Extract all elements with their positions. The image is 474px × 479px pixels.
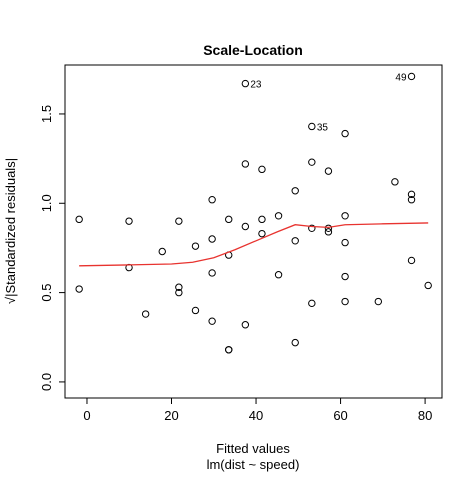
point xyxy=(274,271,283,279)
y-tick-label: 0.5 xyxy=(39,284,54,302)
point xyxy=(208,317,216,325)
point xyxy=(191,242,200,250)
chart-title: Scale-Location xyxy=(203,42,303,58)
point xyxy=(225,215,233,224)
x-tick-label: 80 xyxy=(418,408,432,423)
point xyxy=(407,190,416,199)
point xyxy=(407,196,416,204)
y-tick-label: 1.0 xyxy=(39,194,54,212)
y-tick-label: 1.5 xyxy=(39,105,54,123)
point-label: 23 xyxy=(250,80,262,91)
point xyxy=(241,160,250,168)
point-label: 35 xyxy=(317,122,329,133)
point xyxy=(341,272,349,281)
point xyxy=(324,224,333,232)
point xyxy=(225,346,233,354)
point xyxy=(407,72,416,81)
plot-frame xyxy=(64,64,443,399)
point xyxy=(308,158,316,166)
point xyxy=(308,224,316,232)
point-label: 49 xyxy=(395,72,407,83)
point xyxy=(125,217,133,225)
point xyxy=(241,321,250,329)
point xyxy=(191,306,200,315)
point xyxy=(175,288,183,297)
point xyxy=(291,187,299,195)
point xyxy=(324,167,333,175)
point xyxy=(341,129,349,138)
point xyxy=(75,215,83,224)
y-axis-label: √|Standardized residuals| xyxy=(3,158,18,304)
point xyxy=(341,212,349,220)
smooth-line xyxy=(79,222,429,267)
point xyxy=(407,256,416,265)
point xyxy=(341,297,349,306)
x-axis-label: Fitted values xyxy=(216,441,290,456)
point xyxy=(258,215,266,224)
y-tick-label: 0.0 xyxy=(39,373,54,391)
point xyxy=(175,283,183,291)
point xyxy=(424,281,432,290)
x-tick-label: 60 xyxy=(333,408,347,423)
point xyxy=(274,212,283,220)
point xyxy=(258,165,266,174)
x-tick-label: 20 xyxy=(164,408,178,423)
subtitle: lm(dist ~ speed) xyxy=(207,457,300,472)
point xyxy=(208,269,216,277)
x-tick-label: 40 xyxy=(249,408,263,423)
point xyxy=(241,79,250,88)
point xyxy=(308,299,316,308)
point xyxy=(291,237,299,245)
point xyxy=(241,222,250,231)
point xyxy=(208,196,216,204)
point xyxy=(141,310,150,318)
x-tick-label: 0 xyxy=(83,408,90,423)
point xyxy=(208,235,216,243)
point xyxy=(341,238,349,247)
point xyxy=(374,297,383,306)
point xyxy=(75,285,83,293)
point xyxy=(291,338,299,347)
point xyxy=(258,229,266,238)
point xyxy=(391,178,399,186)
point xyxy=(308,122,316,131)
point xyxy=(175,217,183,225)
point xyxy=(324,228,333,236)
point xyxy=(158,247,166,256)
